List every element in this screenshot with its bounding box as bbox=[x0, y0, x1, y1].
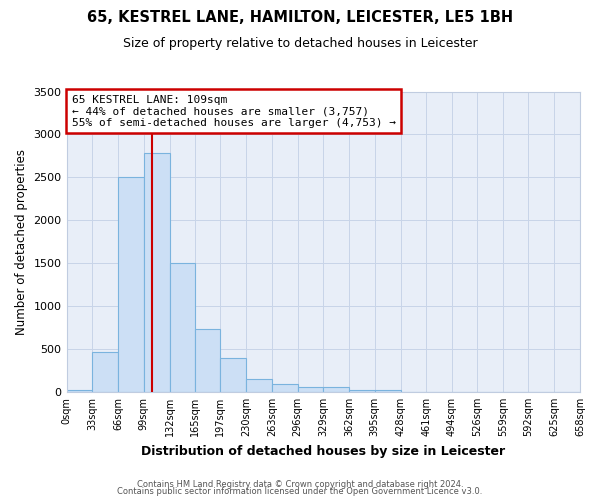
Text: Contains HM Land Registry data © Crown copyright and database right 2024.: Contains HM Land Registry data © Crown c… bbox=[137, 480, 463, 489]
Bar bbox=[195, 330, 220, 392]
Bar bbox=[246, 379, 272, 392]
Bar bbox=[92, 352, 118, 392]
Text: Size of property relative to detached houses in Leicester: Size of property relative to detached ho… bbox=[122, 38, 478, 51]
Text: Contains public sector information licensed under the Open Government Licence v3: Contains public sector information licen… bbox=[118, 488, 482, 496]
Bar bbox=[170, 263, 195, 392]
Bar bbox=[298, 387, 323, 392]
Bar bbox=[67, 390, 92, 392]
Bar bbox=[323, 387, 349, 392]
Bar bbox=[220, 358, 246, 392]
X-axis label: Distribution of detached houses by size in Leicester: Distribution of detached houses by size … bbox=[141, 444, 505, 458]
Bar bbox=[118, 178, 144, 392]
Bar bbox=[272, 384, 298, 392]
Text: 65, KESTREL LANE, HAMILTON, LEICESTER, LE5 1BH: 65, KESTREL LANE, HAMILTON, LEICESTER, L… bbox=[87, 10, 513, 25]
Bar bbox=[349, 390, 375, 392]
Bar bbox=[375, 390, 401, 392]
Bar bbox=[144, 154, 170, 392]
Y-axis label: Number of detached properties: Number of detached properties bbox=[15, 148, 28, 334]
Text: 65 KESTREL LANE: 109sqm
← 44% of detached houses are smaller (3,757)
55% of semi: 65 KESTREL LANE: 109sqm ← 44% of detache… bbox=[71, 94, 395, 128]
